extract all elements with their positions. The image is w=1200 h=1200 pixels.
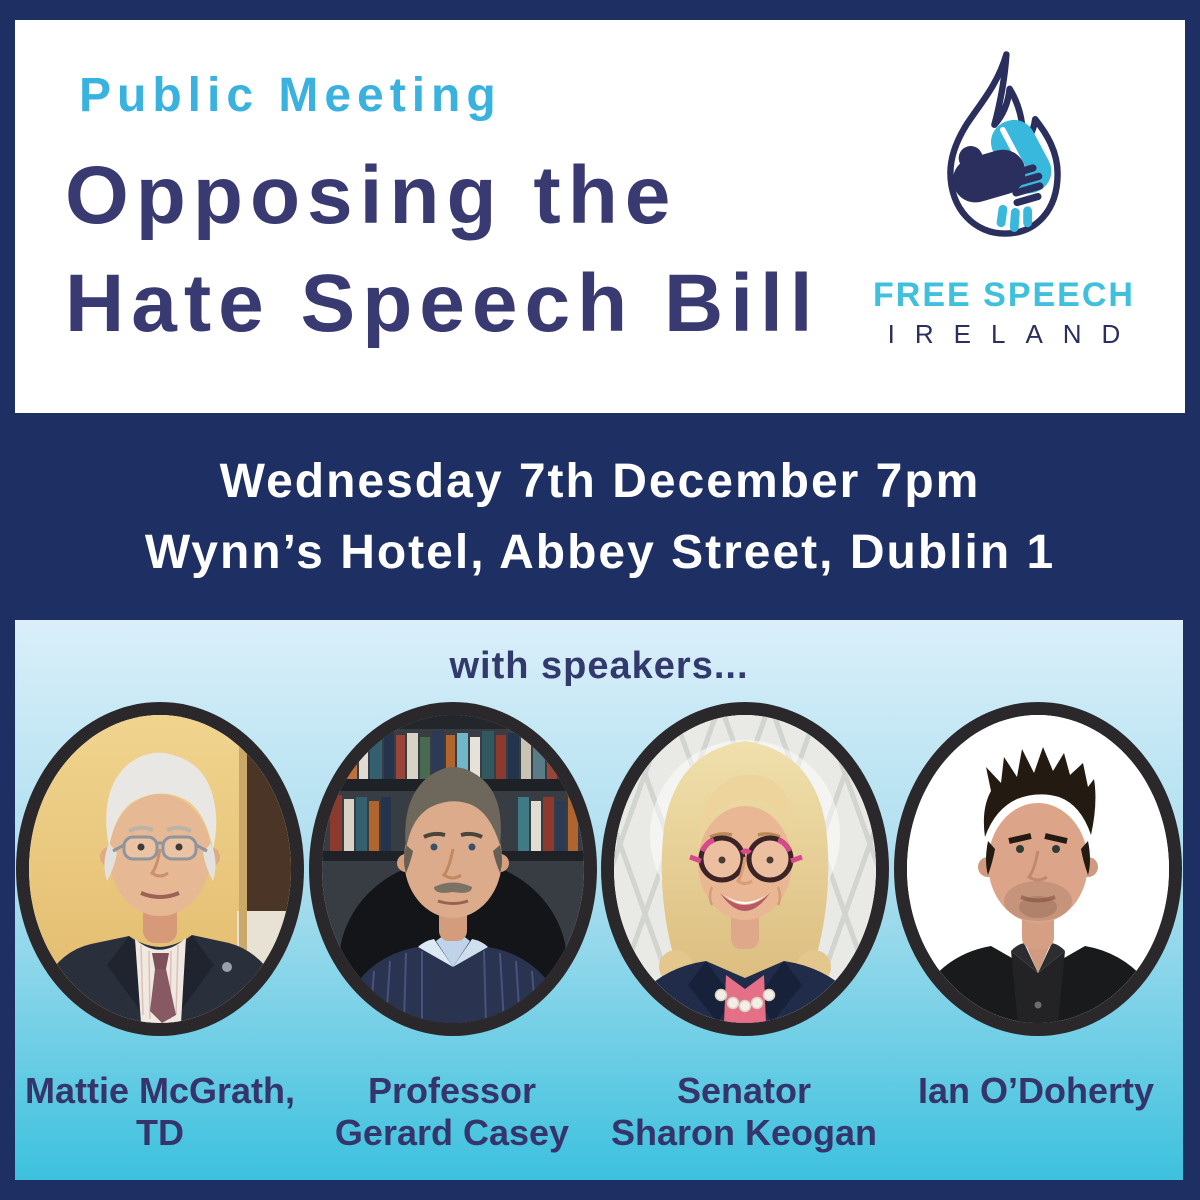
speaker-name-line: Professor [367, 1070, 537, 1111]
speaker-photo-gerard-casey [308, 702, 597, 1036]
page-title: Opposing the Hate Speech Bill [65, 142, 820, 358]
speaker-name-line: TD [135, 1112, 184, 1153]
logo-wordmark-line1: FREE SPEECH [873, 276, 1135, 314]
speaker-name-ian-odoherty: Ian O’Doherty [918, 1070, 1154, 1112]
flame-handshake-icon [947, 51, 1061, 237]
title-line-2: Hate Speech Bill [65, 258, 820, 349]
speaker-name-line: Ian O’Doherty [917, 1070, 1155, 1111]
logo-wordmark-line2: IRELAND [887, 319, 1141, 349]
free-speech-ireland-logo: FREE SPEECH IRELAND [859, 48, 1149, 350]
speakers-section: with speakers... [15, 620, 1183, 1180]
title-line-1: Opposing the [65, 150, 678, 241]
event-datetime: Wednesday 7th December 7pm [219, 454, 981, 508]
speaker-name-line: Mattie McGrath, [24, 1070, 296, 1111]
event-type-label: Public Meeting [79, 69, 502, 122]
portrait-ian-odoherty [906, 715, 1169, 1023]
speaker-name-line: Sharon Keogan [610, 1112, 878, 1153]
portrait-sharon-keogan [614, 715, 877, 1023]
speaker-name-line: Gerard Casey [334, 1112, 570, 1153]
logo-navy-hand [952, 146, 1026, 203]
speakers-heading: with speakers... [449, 645, 749, 687]
speaker-name-gerard-casey: Professor Gerard Casey [335, 1070, 569, 1154]
speaker-photos-row [15, 702, 1183, 1036]
event-details-band: Wednesday 7th December 7pm Wynn’s Hotel,… [0, 413, 1200, 620]
portrait-mattie-mcgrath [29, 715, 291, 1023]
speaker-name-line: Senator [676, 1070, 812, 1111]
speaker-name-sharon-keogan: Senator Sharon Keogan [611, 1070, 877, 1154]
header-card: Public Meeting Opposing the Hate Speech B… [15, 20, 1185, 413]
event-venue: Wynn’s Hotel, Abbey Street, Dublin 1 [144, 525, 1056, 579]
logo-fingers [1005, 164, 1044, 207]
portrait-gerard-casey [321, 715, 584, 1023]
speaker-name-mattie-mcgrath: Mattie McGrath, TD [25, 1070, 295, 1154]
speaker-photo-ian-odoherty [893, 702, 1182, 1036]
speaker-photo-mattie-mcgrath [16, 702, 304, 1036]
speaker-photo-sharon-keogan [601, 702, 890, 1036]
logo-fingertips [996, 204, 1032, 233]
